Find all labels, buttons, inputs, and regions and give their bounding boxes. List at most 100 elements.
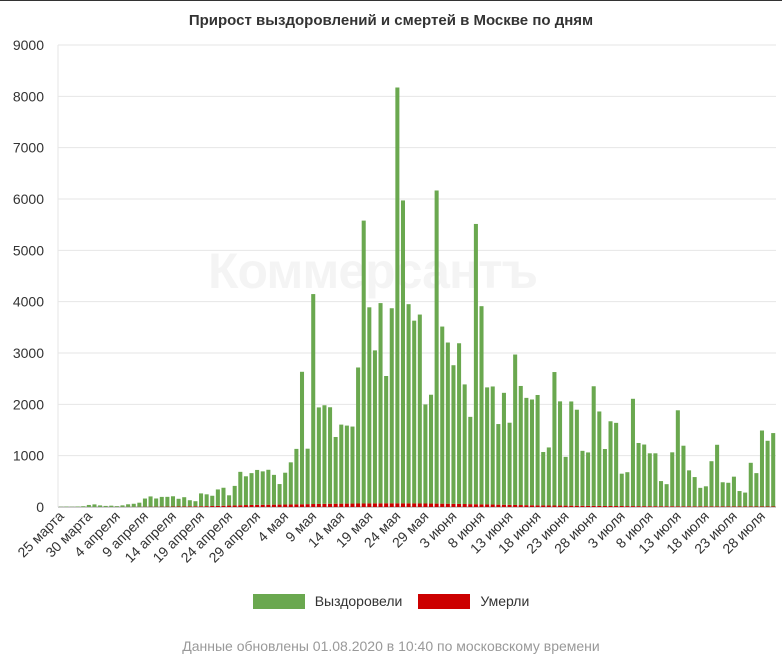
bar-deaths[interactable] [591,505,596,507]
bar-recovered[interactable] [759,430,764,507]
bar-deaths[interactable] [255,504,260,507]
bar-recovered[interactable] [294,448,299,505]
legend-item-deaths[interactable]: Умерли [418,593,529,609]
bar-deaths[interactable] [294,504,299,507]
bar-recovered[interactable] [580,450,585,506]
bar-deaths[interactable] [743,506,748,507]
bar-recovered[interactable] [170,496,176,507]
bar-deaths[interactable] [384,503,389,507]
bar-deaths[interactable] [698,506,703,507]
bar-recovered[interactable] [316,407,321,504]
bar-recovered[interactable] [485,387,490,505]
bar-recovered[interactable] [630,398,635,507]
bar-recovered[interactable] [608,421,613,506]
bar-deaths[interactable] [748,506,753,507]
bar-deaths[interactable] [199,506,204,507]
bar-recovered[interactable] [238,471,243,506]
bar-deaths[interactable] [630,506,635,507]
bar-deaths[interactable] [759,506,764,507]
bar-deaths[interactable] [765,506,770,507]
bar-deaths[interactable] [412,503,417,507]
bar-deaths[interactable] [524,505,529,507]
bar-deaths[interactable] [350,503,355,507]
bar-deaths[interactable] [215,505,220,507]
bar-recovered[interactable] [715,444,720,507]
bar-recovered[interactable] [423,404,428,504]
bar-deaths[interactable] [339,503,344,507]
bar-recovered[interactable] [703,486,708,507]
bar-deaths[interactable] [507,504,512,507]
bar-deaths[interactable] [608,505,613,507]
bar-deaths[interactable] [552,505,557,507]
bar-recovered[interactable] [748,462,753,507]
bar-recovered[interactable] [698,487,703,507]
bar-deaths[interactable] [227,505,232,507]
bar-deaths[interactable] [395,503,400,507]
bar-deaths[interactable] [356,503,361,507]
bar-recovered[interactable] [159,496,164,507]
bar-recovered[interactable] [182,497,187,507]
bar-deaths[interactable] [400,503,405,507]
bar-deaths[interactable] [187,506,192,507]
bar-recovered[interactable] [137,502,142,507]
bar-deaths[interactable] [305,504,310,507]
bar-deaths[interactable] [210,506,215,507]
bar-recovered[interactable] [322,405,327,504]
bar-deaths[interactable] [580,505,585,507]
bar-deaths[interactable] [299,504,305,507]
bar-recovered[interactable] [670,452,675,507]
bar-deaths[interactable] [417,503,422,507]
bar-deaths[interactable] [731,506,736,507]
bar-recovered[interactable] [367,307,372,504]
bar-recovered[interactable] [199,493,204,507]
bar-recovered[interactable] [412,320,417,504]
bar-recovered[interactable] [395,87,400,504]
bar-recovered[interactable] [726,482,731,507]
bar-recovered[interactable] [142,498,147,507]
bar-recovered[interactable] [462,384,467,505]
bar-deaths[interactable] [535,505,540,507]
bar-deaths[interactable] [586,505,591,507]
bar-deaths[interactable] [619,506,624,507]
bar-recovered[interactable] [299,371,305,505]
bar-deaths[interactable] [726,506,731,507]
bar-deaths[interactable] [232,505,237,507]
bar-recovered[interactable] [664,484,669,507]
bar-deaths[interactable] [249,504,254,507]
bar-deaths[interactable] [720,506,725,507]
bar-deaths[interactable] [389,503,394,507]
bar-recovered[interactable] [221,487,226,506]
bar-deaths[interactable] [457,503,462,507]
bar-recovered[interactable] [193,501,198,507]
bar-recovered[interactable] [709,461,714,507]
bar-recovered[interactable] [227,495,232,506]
bar-recovered[interactable] [384,376,389,504]
bar-deaths[interactable] [468,504,473,507]
bar-deaths[interactable] [658,506,664,507]
bar-deaths[interactable] [541,505,546,507]
bar-deaths[interactable] [771,506,776,507]
bar-deaths[interactable] [367,503,372,507]
bar-recovered[interactable] [687,470,692,507]
bar-recovered[interactable] [98,505,103,507]
bar-recovered[interactable] [277,484,282,505]
bar-deaths[interactable] [283,504,288,507]
bar-deaths[interactable] [361,503,366,507]
bar-deaths[interactable] [182,506,187,507]
bar-deaths[interactable] [625,506,630,507]
bar-recovered[interactable] [429,394,434,504]
bar-recovered[interactable] [591,386,596,506]
bar-recovered[interactable] [120,505,125,507]
bar-recovered[interactable] [653,453,658,507]
bar-recovered[interactable] [92,504,97,507]
bar-recovered[interactable] [743,492,748,507]
bar-deaths[interactable] [636,506,641,507]
bar-deaths[interactable] [653,506,658,507]
bar-recovered[interactable] [529,399,535,506]
bar-deaths[interactable] [193,506,198,507]
bar-deaths[interactable] [277,504,282,507]
bar-deaths[interactable] [602,505,607,507]
bar-recovered[interactable] [176,498,181,507]
bar-recovered[interactable] [507,422,512,505]
bar-recovered[interactable] [513,354,518,505]
